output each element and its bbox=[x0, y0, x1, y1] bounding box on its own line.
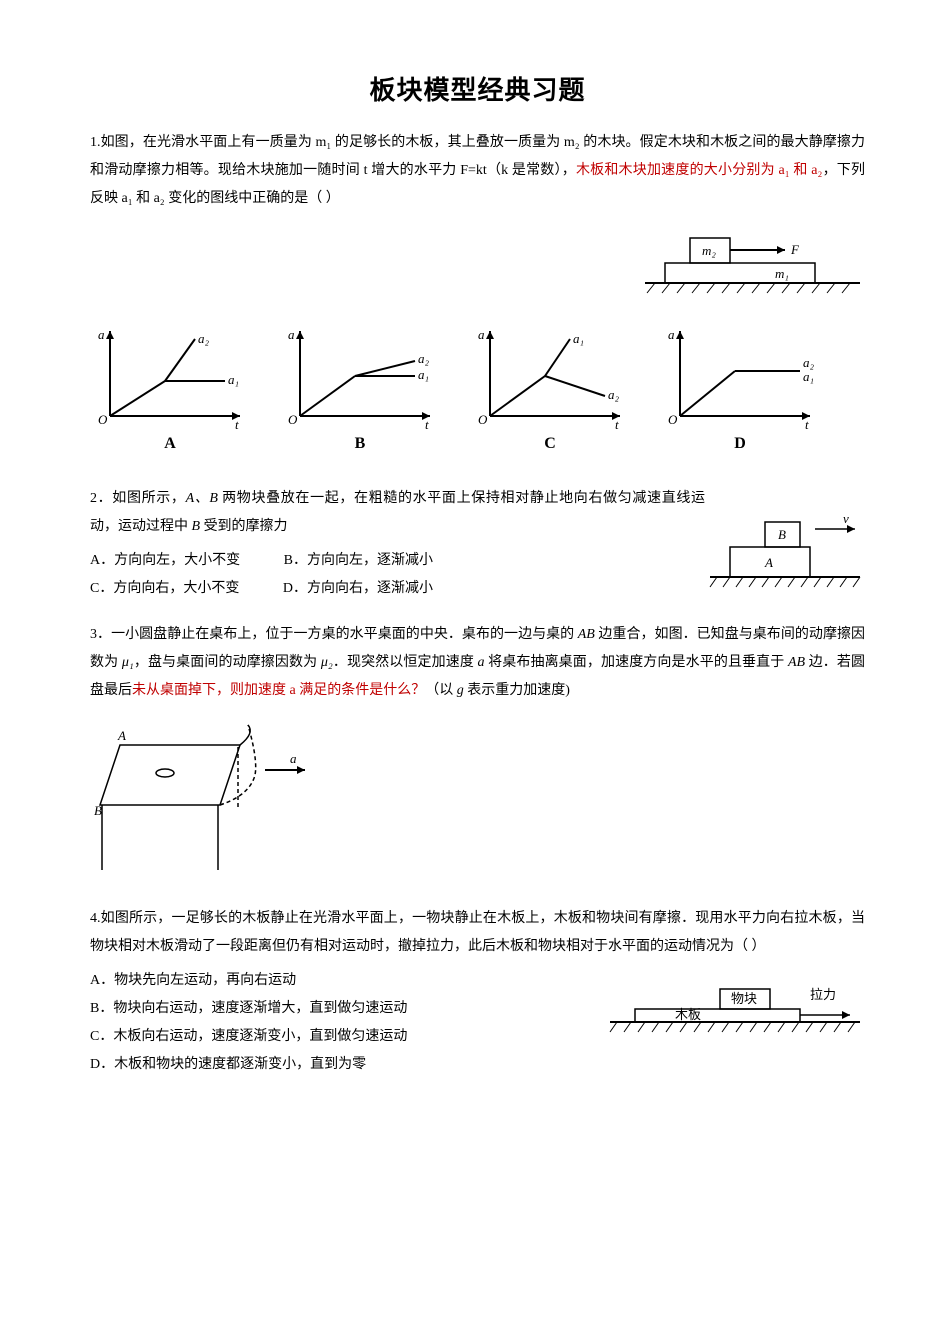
q2-i: A、B bbox=[186, 491, 218, 506]
q3-d: ．现突然以恒定加速度 bbox=[333, 655, 478, 670]
q2-label-B: B bbox=[778, 527, 786, 542]
q2-opt-c: C．方向向右，大小不变 bbox=[90, 575, 239, 603]
q3-label-A: A bbox=[117, 728, 126, 743]
q1-figure-row: m₂ m₁ F bbox=[90, 223, 865, 303]
choice-b: a t O a₂ a₁ B bbox=[280, 321, 440, 453]
label-m1: m₁ bbox=[775, 266, 789, 281]
q2-figure: A B v bbox=[705, 507, 865, 597]
q2-a: 2．如图所示， bbox=[90, 491, 186, 506]
q3-i1: AB bbox=[578, 627, 595, 642]
q3-a: 3．一小圆盘静止在桌布上，位于一方桌的水平桌面的中央．桌布的一边与桌的 bbox=[90, 627, 578, 642]
q3-i2: AB bbox=[788, 655, 805, 670]
q3-mu1: μ₁ bbox=[122, 655, 134, 670]
lbl-a2: a₂ bbox=[803, 355, 815, 370]
choice-c-label: C bbox=[470, 435, 630, 453]
page: 板块模型经典习题 1.如图，在光滑水平面上有一质量为 m₁ 的足够长的木板，其上… bbox=[0, 0, 945, 1139]
origin: O bbox=[98, 412, 108, 427]
axis-y: a bbox=[668, 327, 675, 342]
q2-opt-b: B．方向向左，逐渐减小 bbox=[284, 547, 433, 575]
q3-label-B: B bbox=[94, 803, 102, 818]
label-m2: m₂ bbox=[702, 243, 716, 258]
q1-text-highlight: 木板和木块加速度的大小分别为 a₁ 和 a₂ bbox=[576, 163, 822, 178]
origin: O bbox=[478, 412, 488, 427]
choice-d: a t O a₂ a₁ D bbox=[660, 321, 820, 453]
q3-label-a: a bbox=[290, 751, 297, 766]
origin: O bbox=[288, 412, 298, 427]
choice-a: a t O a₂ a₁ A bbox=[90, 321, 250, 453]
q4-body: A．物块先向左运动，再向右运动 B．物块向右运动，速度逐渐增大，直到做匀速运动 … bbox=[90, 967, 865, 1079]
q4-label-force: 拉力 bbox=[810, 987, 836, 1002]
q4-opt-c: C．木板向右运动，速度逐渐变小，直到做匀速运动 bbox=[90, 1023, 605, 1051]
q1-choices: a t O a₂ a₁ A a t O bbox=[90, 321, 865, 453]
q4-label-block: 物块 bbox=[731, 991, 757, 1006]
q2-text: 2．如图所示，A、B 两物块叠放在一起，在粗糙的水平面上保持相对静止地向右做匀减… bbox=[90, 485, 705, 541]
axis-x: t bbox=[805, 417, 809, 431]
choice-b-label: B bbox=[280, 435, 440, 453]
q3-g: （以 bbox=[425, 683, 457, 698]
q3-text: 3．一小圆盘静止在桌布上，位于一方桌的水平桌面的中央．桌布的一边与桌的 AB 边… bbox=[90, 621, 865, 705]
q4-text: 4.如图所示，一足够长的木板静止在光滑水平面上，一物块静止在木板上，木板和物块间… bbox=[90, 905, 865, 961]
q4-opt-d: D．木板和物块的速度都逐渐变小，直到为零 bbox=[90, 1051, 605, 1079]
q2-i2: B bbox=[192, 519, 201, 534]
choice-a-label: A bbox=[90, 435, 250, 453]
lbl-a1: a₁ bbox=[418, 367, 429, 382]
q2-opt-a: A．方向向左，大小不变 bbox=[90, 547, 240, 575]
q4-opt-a: A．物块先向左运动，再向右运动 bbox=[90, 967, 605, 995]
q3-mu2: μ₂ bbox=[321, 655, 333, 670]
axis-y: a bbox=[98, 327, 105, 342]
q2-c: 受到的摩擦力 bbox=[200, 519, 288, 534]
axis-x: t bbox=[235, 417, 239, 431]
q2-opts-row1: A．方向向左，大小不变 B．方向向左，逐渐减小 bbox=[90, 547, 705, 575]
q3-c: ，盘与桌面间的动摩擦因数为 bbox=[134, 655, 321, 670]
q2-opt-d: D．方向向右，逐渐减小 bbox=[283, 575, 433, 603]
q2: 2．如图所示，A、B 两物块叠放在一起，在粗糙的水平面上保持相对静止地向右做匀减… bbox=[90, 485, 865, 603]
axis-y: a bbox=[288, 327, 295, 342]
q3-h: 表示重力加速度) bbox=[464, 683, 570, 698]
origin: O bbox=[668, 412, 678, 427]
q3-e: 将桌布抽离桌面，加速度方向是水平的且垂直于 bbox=[485, 655, 788, 670]
q4-figure: 木板 物块 拉力 bbox=[605, 967, 865, 1047]
q3-figure: A B a bbox=[90, 715, 865, 875]
lbl-a1: a₁ bbox=[803, 369, 814, 384]
axis-y: a bbox=[478, 327, 485, 342]
q3-av: a bbox=[478, 655, 485, 670]
q3-gv: g bbox=[457, 683, 464, 698]
lbl-a1: a₁ bbox=[228, 372, 239, 387]
label-F: F bbox=[790, 242, 800, 257]
axis-x: t bbox=[425, 417, 429, 431]
ground-hatch bbox=[647, 283, 850, 293]
axis-x: t bbox=[615, 417, 619, 431]
q2-label-A: A bbox=[764, 555, 773, 570]
page-title: 板块模型经典习题 bbox=[90, 70, 865, 107]
q1-text: 1.如图，在光滑水平面上有一质量为 m₁ 的足够长的木板，其上叠放一质量为 m₂… bbox=[90, 129, 865, 213]
q3-hl: 未从桌面掉下，则加速度 a 满足的条件是什么？ bbox=[132, 683, 425, 698]
lbl-a2: a₂ bbox=[608, 387, 620, 402]
q2-label-v: v bbox=[843, 511, 849, 526]
q4-label-board: 木板 bbox=[675, 1007, 701, 1022]
choice-d-label: D bbox=[660, 435, 820, 453]
lbl-a2: a₂ bbox=[418, 351, 430, 366]
lbl-a2: a₂ bbox=[198, 331, 210, 346]
q4-opt-b: B．物块向右运动，速度逐渐增大，直到做匀速运动 bbox=[90, 995, 605, 1023]
q2-opts-row2: C．方向向右，大小不变 D．方向向右，逐渐减小 bbox=[90, 575, 705, 603]
choice-c: a t O a₁ a₂ C bbox=[470, 321, 630, 453]
lbl-a1: a₁ bbox=[573, 331, 584, 346]
q1-block-diagram: m₂ m₁ F bbox=[635, 223, 865, 303]
